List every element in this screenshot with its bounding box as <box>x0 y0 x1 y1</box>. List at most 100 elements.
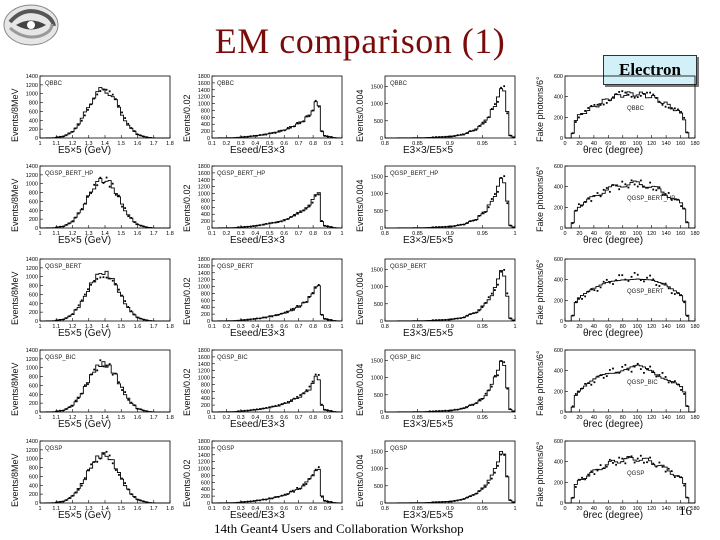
x-tick-label: 1 <box>38 324 41 330</box>
data-point <box>111 279 114 282</box>
histogram-panel: 0 20 40 60 80 100 120 140 160 180 0 200 400 600 QBBC Fa… <box>535 72 705 164</box>
physics-list-label: QGSP_BERT <box>45 264 82 270</box>
y-tick-label: 400 <box>201 212 210 218</box>
y-tick-label: 1000 <box>26 366 38 372</box>
data-point <box>497 464 499 467</box>
data-point <box>111 182 114 185</box>
y-axis-label: Events/8MeV <box>10 453 20 507</box>
data-point <box>686 405 689 407</box>
data-point <box>503 85 506 88</box>
data-point <box>450 318 453 321</box>
data-point <box>296 396 299 398</box>
data-point <box>500 453 502 456</box>
physics-list-label: QGSP_BERT <box>217 264 254 270</box>
data-point <box>444 318 447 321</box>
data-point <box>124 482 127 484</box>
data-point <box>290 216 292 218</box>
histogram-panel: 1 1.1 1.2 1.3 1.4 1.5 1.6 1.7 1.8 0 200 400 600 800 10… <box>10 72 180 164</box>
x-tick-label: 1.7 <box>150 141 158 147</box>
x-tick-label: 0.4 <box>252 324 260 330</box>
data-point <box>268 222 271 225</box>
x-tick-label: 20 <box>576 415 582 421</box>
data-point <box>130 310 133 313</box>
data-point <box>83 477 86 480</box>
y-tick-label: 200 <box>201 494 210 500</box>
y-tick-label: 800 <box>201 382 210 388</box>
histogram-panel: 0.8 0.85 0.9 0.95 1 0 500 1000 1500 QGSP Events/0.… <box>355 437 525 529</box>
data-point <box>639 179 642 182</box>
data-point <box>602 188 605 191</box>
data-point <box>305 207 308 210</box>
data-point <box>459 133 462 136</box>
data-point <box>296 212 299 214</box>
data-point <box>438 501 441 503</box>
data-point <box>80 208 83 210</box>
y-tick-label: 500 <box>374 119 383 125</box>
y-tick-label: 0 <box>207 501 210 507</box>
data-point <box>142 135 145 138</box>
data-point <box>615 463 617 466</box>
data-point <box>243 319 246 321</box>
data-point <box>87 383 89 386</box>
x-axis-label: E3×3/E5×5 <box>403 145 454 156</box>
data-point <box>618 188 621 191</box>
data-point <box>677 475 679 477</box>
histogram-panel: 1 1.1 1.2 1.3 1.4 1.5 1.6 1.7 1.8 0 200 400 600 800 10… <box>10 162 180 254</box>
data-point <box>680 389 682 391</box>
data-point <box>308 115 311 118</box>
data-point <box>435 136 437 139</box>
x-tick-label: 0 <box>563 324 566 330</box>
data-point <box>56 136 58 139</box>
data-point <box>593 195 596 197</box>
data-point <box>590 470 593 473</box>
data-point <box>133 313 136 316</box>
data-point <box>62 318 65 321</box>
x-tick-label: 80 <box>620 141 626 147</box>
data-point <box>646 91 648 94</box>
x-tick-label: 160 <box>676 324 685 330</box>
y-tick-label: 200 <box>29 401 38 407</box>
data-point <box>262 498 264 501</box>
data-point <box>327 318 329 321</box>
data-point <box>481 211 484 214</box>
x-axis-label: θrec (degree) <box>583 235 644 246</box>
data-point <box>478 398 481 401</box>
histogram-svg: 1 1.1 1.2 1.3 1.4 1.5 1.6 1.7 1.8 0 200 400 600 800 10… <box>26 439 174 512</box>
data-point <box>444 135 447 138</box>
data-point <box>139 408 142 411</box>
data-point <box>255 408 258 411</box>
plot-frame <box>211 75 343 139</box>
physics-list-label: QBBC <box>390 81 408 87</box>
x-tick-label: 0.5 <box>266 506 274 512</box>
data-point <box>432 226 434 229</box>
data-point <box>602 376 605 379</box>
data-point <box>475 128 478 131</box>
data-point <box>447 409 450 412</box>
data-point <box>130 217 133 219</box>
y-tick-label: 600 <box>554 74 563 80</box>
data-point <box>299 394 302 396</box>
y-axis-label: Events/0.004 <box>355 89 365 142</box>
data-point <box>80 392 83 395</box>
physics-list-label: QBBC <box>217 81 235 87</box>
y-tick-label: 400 <box>29 118 38 124</box>
y-tick-label: 200 <box>554 389 563 395</box>
data-point <box>453 135 456 137</box>
data-point <box>506 112 509 115</box>
data-point <box>497 190 499 193</box>
y-axis-label: Fake photons/6° <box>535 441 545 507</box>
plot-frame <box>564 440 696 504</box>
data-point <box>80 484 83 487</box>
data-point <box>136 223 139 226</box>
simulation-histogram <box>565 456 695 504</box>
data-point <box>484 485 487 488</box>
data-point <box>65 224 68 226</box>
data-point <box>83 114 86 117</box>
data-point <box>673 198 676 201</box>
x-tick-label: 180 <box>690 141 699 147</box>
data-point <box>490 198 493 200</box>
data-point <box>509 499 512 502</box>
data-point <box>643 461 645 464</box>
y-tick-label: 0 <box>207 226 210 232</box>
data-point <box>314 468 317 471</box>
